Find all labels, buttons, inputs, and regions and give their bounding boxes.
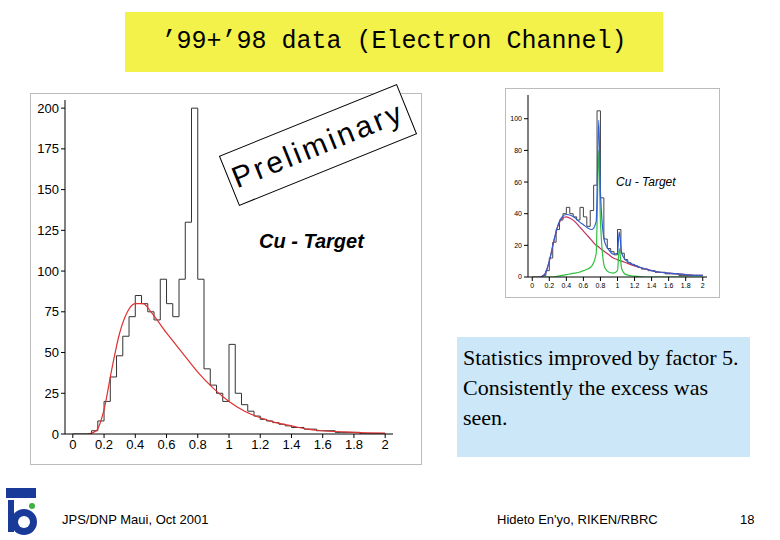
svg-text:0: 0 [69,437,76,452]
svg-text:1.8: 1.8 [681,282,691,289]
svg-text:150: 150 [37,182,59,197]
svg-text:0.2: 0.2 [95,437,113,452]
svg-text:0.8: 0.8 [189,437,207,452]
svg-text:100: 100 [510,115,522,122]
svg-text:0: 0 [52,427,59,442]
svg-text:1.6: 1.6 [314,437,332,452]
svg-text:0.8: 0.8 [596,282,606,289]
svg-text:75: 75 [45,304,59,319]
svg-text:175: 175 [37,141,59,156]
svg-text:40: 40 [514,210,522,217]
svg-text:2: 2 [382,437,389,452]
svg-text:80: 80 [514,147,522,154]
html-text:18: 18 [740,512,755,527]
svg-text:1.2: 1.2 [251,437,269,452]
html-text:JPS/DNP Maui, Oct 2001: JPS/DNP Maui, Oct 2001 [62,512,209,527]
svg-text:1: 1 [225,437,232,452]
svg-text:1.6: 1.6 [664,282,674,289]
svg-text:50: 50 [45,345,59,360]
svg-text:0.6: 0.6 [579,282,589,289]
svg-text:0.4: 0.4 [126,437,144,452]
svg-text:1: 1 [616,282,620,289]
svg-text:1.2: 1.2 [630,282,640,289]
svg-text:0.6: 0.6 [157,437,175,452]
svg-text:1.8: 1.8 [345,437,363,452]
svg-text:200: 200 [37,101,59,116]
html-text:Preliminary: Preliminary [226,95,409,195]
svg-text:25: 25 [45,386,59,401]
html-text:’99+’98 data (Electron Channel: ’99+’98 data (Electron Channel) [161,27,627,56]
svg-text:0: 0 [518,273,522,280]
svg-text:100: 100 [37,264,59,279]
html-text:Statistics improved by factor: Statistics improved by factor 5. Consist… [463,345,739,430]
svg-text:20: 20 [514,242,522,249]
html-text:Cu - Target: Cu - Target [616,175,676,189]
svg-text:60: 60 [514,179,522,186]
svg-text:1.4: 1.4 [647,282,657,289]
svg-text:0.2: 0.2 [544,282,554,289]
svg-text:125: 125 [37,223,59,238]
svg-text:2: 2 [701,282,705,289]
svg-text:0.4: 0.4 [561,282,571,289]
html-text:Hideto En'yo, RIKEN/RBRC: Hideto En'yo, RIKEN/RBRC [497,512,658,527]
svg-text:0: 0 [530,282,534,289]
svg-text:1.4: 1.4 [282,437,300,452]
html-text:Cu - Target: Cu - Target [259,230,364,252]
